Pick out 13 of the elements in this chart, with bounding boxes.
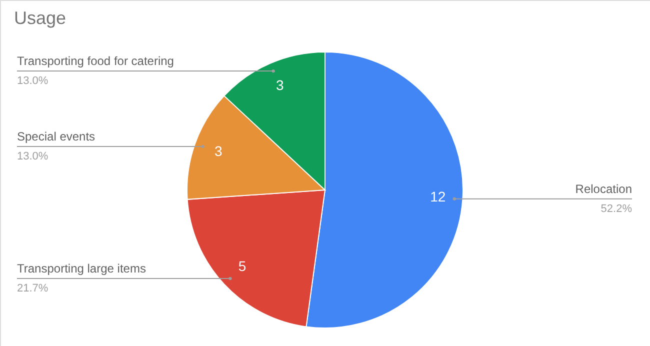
slice-label: Relocation — [575, 182, 632, 196]
text: 21.7% — [17, 282, 48, 295]
slice-label: Transporting food for catering — [17, 54, 174, 68]
data-label: 5 — [238, 258, 246, 274]
data-label: 12 — [430, 188, 446, 205]
chart-title: Usage — [14, 8, 66, 28]
slice-label: Transporting large items — [17, 262, 146, 276]
data-label: 3 — [276, 77, 284, 94]
slice-label: Special events — [17, 130, 96, 144]
text: 52.2% — [600, 202, 632, 215]
data-label: 3 — [214, 143, 222, 160]
text: 13.0% — [17, 75, 48, 88]
text: 13.0% — [17, 150, 48, 163]
